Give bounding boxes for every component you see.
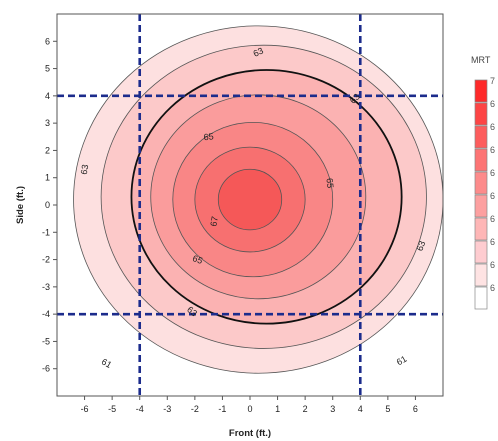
- y-axis-ticks: -6 -5 -4 -3 -2 -1 0 1 2 3 4 5 6: [42, 36, 57, 374]
- contour-label: 63: [79, 164, 91, 176]
- color-legend: MRT 7 6 6 6 6 6 6 6 6 6: [471, 55, 495, 310]
- legend-tick-label: 6: [490, 191, 495, 201]
- y-tick-label: 6: [45, 36, 50, 46]
- legend-tick-label: 6: [490, 168, 495, 178]
- y-tick-label: 4: [45, 91, 50, 101]
- contour-label: 63: [415, 240, 428, 253]
- x-tick-label: -6: [81, 404, 89, 414]
- x-axis-ticks: -6 -5 -4 -3 -2 -1 0 1 2 3 4 5 6: [81, 396, 418, 414]
- legend-swatch: [474, 194, 488, 218]
- legend-tick-label: 6: [490, 260, 495, 270]
- contour-label: 61: [395, 354, 409, 368]
- contour-fills: [73, 25, 443, 374]
- legend-swatch: [474, 125, 488, 149]
- x-tick-label: 4: [358, 404, 363, 414]
- y-axis-label: Side (ft.): [15, 186, 26, 224]
- legend-swatch: [474, 102, 488, 126]
- x-axis-label: Front (ft.): [229, 428, 271, 439]
- legend-swatch: [474, 79, 488, 103]
- y-tick-label: 3: [45, 118, 50, 128]
- legend-tick-label: 6: [490, 99, 495, 109]
- y-tick-label: 1: [45, 173, 50, 183]
- contour-label: 61: [100, 356, 114, 370]
- x-tick-label: 1: [275, 404, 280, 414]
- legend-tick-label: 6: [490, 237, 495, 247]
- legend-title: MRT: [471, 55, 491, 65]
- contour-region-67: [217, 168, 283, 231]
- legend-swatch: [474, 240, 488, 264]
- contour-label: 63: [185, 304, 199, 318]
- y-tick-label: -5: [42, 336, 50, 346]
- legend-swatch: [474, 148, 488, 172]
- y-tick-label: 2: [45, 145, 50, 155]
- contour-label: 67: [208, 216, 220, 228]
- x-tick-label: 0: [247, 404, 252, 414]
- contour-label: 63: [348, 92, 362, 106]
- contour-label: 65: [325, 178, 336, 189]
- x-tick-label: 6: [413, 404, 418, 414]
- y-tick-label: -1: [42, 227, 50, 237]
- legend-swatch: [474, 217, 488, 241]
- y-tick-label: -6: [42, 364, 50, 374]
- y-tick-label: -3: [42, 282, 50, 292]
- x-tick-label: 3: [330, 404, 335, 414]
- y-tick-label: 0: [45, 200, 50, 210]
- contour-label: 63: [252, 46, 265, 59]
- y-tick-label: -4: [42, 309, 50, 319]
- legend-swatch: [474, 263, 488, 287]
- x-tick-label: -5: [108, 404, 116, 414]
- contour-labels: 63 63 63 63 63 65 65 65 67 61 61: [79, 46, 428, 371]
- legend-swatch: [474, 286, 488, 310]
- y-tick-label: 5: [45, 64, 50, 74]
- contour-label: 65: [191, 253, 204, 266]
- reference-lines: [57, 14, 443, 396]
- legend-tick-label: 6: [490, 214, 495, 224]
- x-tick-label: -2: [191, 404, 199, 414]
- x-tick-label: -4: [136, 404, 144, 414]
- x-tick-label: -1: [218, 404, 226, 414]
- legend-tick-label: 6: [490, 283, 495, 293]
- legend-swatch: [474, 171, 488, 195]
- y-tick-label: -2: [42, 255, 50, 265]
- legend-tick-label: 7: [490, 76, 495, 86]
- contour-label: 65: [203, 131, 214, 142]
- legend-swatches: 7 6 6 6 6 6 6 6 6 6: [474, 76, 495, 310]
- x-tick-label: 5: [385, 404, 390, 414]
- legend-tick-label: 6: [490, 122, 495, 132]
- legend-tick-label: 6: [490, 145, 495, 155]
- x-tick-label: -3: [163, 404, 171, 414]
- x-tick-label: 2: [303, 404, 308, 414]
